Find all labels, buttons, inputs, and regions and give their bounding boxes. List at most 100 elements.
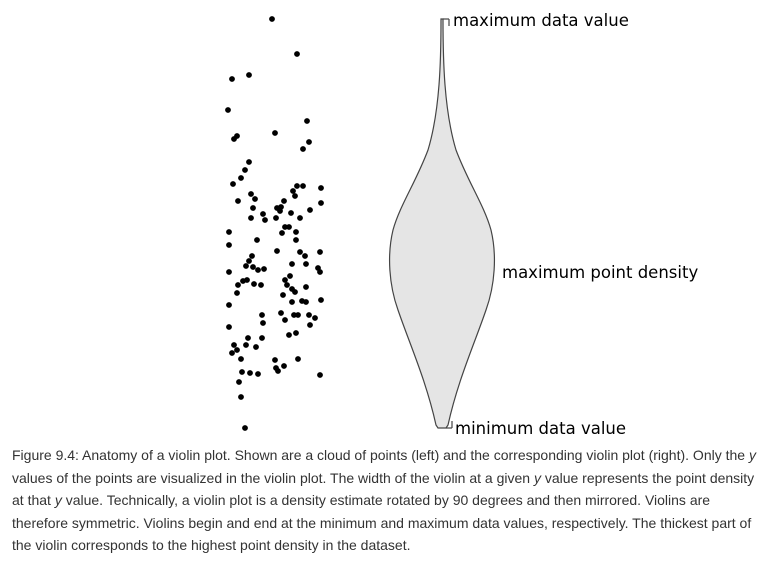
data-point-45 — [249, 253, 255, 259]
data-point-92 — [286, 332, 292, 338]
data-point-6 — [304, 118, 310, 124]
data-point-20 — [248, 191, 254, 197]
caption-y-1: y — [748, 447, 756, 463]
data-point-12 — [246, 159, 252, 165]
data-point-94 — [229, 350, 235, 356]
data-point-31 — [288, 210, 294, 216]
data-point-95 — [234, 347, 240, 353]
data-point-9 — [272, 130, 278, 136]
data-point-97 — [238, 356, 244, 362]
data-point-75 — [318, 297, 324, 303]
data-point-87 — [293, 330, 299, 336]
caption-y-3: y — [54, 492, 62, 509]
data-point-53 — [255, 267, 261, 273]
data-point-26 — [318, 200, 324, 206]
data-point-3 — [229, 76, 235, 82]
data-point-8 — [234, 133, 240, 139]
data-point-79 — [291, 312, 297, 318]
data-point-46 — [274, 248, 280, 254]
data-point-83 — [260, 320, 266, 326]
data-point-93 — [231, 342, 237, 348]
data-point-85 — [282, 317, 288, 323]
data-point-101 — [247, 370, 253, 376]
data-point-90 — [243, 342, 249, 348]
data-point-24 — [281, 198, 287, 204]
data-point-2 — [294, 51, 300, 57]
caption-text-1: Figure 9.4: Anatomy of a violin plot. Sh… — [12, 447, 749, 463]
data-point-48 — [302, 253, 308, 259]
data-point-98 — [272, 357, 278, 363]
data-point-82 — [259, 312, 265, 318]
data-point-70 — [280, 292, 286, 298]
data-point-39 — [226, 229, 232, 235]
data-point-41 — [293, 229, 299, 235]
data-point-105 — [275, 368, 281, 374]
data-point-5 — [225, 107, 231, 113]
data-point-22 — [235, 198, 241, 204]
data-point-36 — [297, 215, 303, 221]
data-point-10 — [306, 139, 312, 145]
data-point-18 — [290, 188, 296, 194]
data-point-77 — [289, 299, 295, 305]
data-point-66 — [287, 273, 293, 279]
data-point-34 — [262, 217, 268, 223]
data-point-47 — [297, 249, 303, 255]
data-point-74 — [303, 299, 309, 305]
data-point-86 — [312, 315, 318, 321]
data-point-102 — [255, 371, 261, 377]
caption-text-2: values of the points are visualized in t… — [12, 469, 534, 486]
data-point-91 — [259, 335, 265, 341]
caption-text-3: value represents the point density at th… — [12, 469, 755, 509]
data-point-57 — [226, 269, 232, 275]
max-point-density-label: maximum point density — [502, 263, 698, 282]
figure-caption: Figure 9.4: Anatomy of a violin plot. Sh… — [12, 444, 764, 557]
data-point-104 — [281, 363, 287, 369]
data-point-38 — [286, 224, 292, 230]
max-data-value-label: maximum data value — [453, 11, 629, 30]
data-point-88 — [307, 322, 313, 328]
data-point-78 — [278, 310, 284, 316]
data-point-62 — [235, 282, 241, 288]
data-point-99 — [295, 356, 301, 362]
data-point-61 — [240, 278, 246, 284]
data-point-56 — [303, 261, 309, 267]
data-point-80 — [295, 312, 301, 318]
data-point-37 — [282, 224, 288, 230]
data-point-42 — [226, 242, 232, 248]
data-point-100 — [239, 369, 245, 375]
data-point-109 — [242, 425, 248, 431]
data-point-43 — [254, 237, 260, 243]
data-point-13 — [242, 167, 248, 173]
data-point-76 — [226, 302, 232, 308]
data-point-19 — [318, 185, 324, 191]
data-point-1 — [269, 16, 275, 22]
data-point-44 — [293, 237, 299, 243]
data-point-68 — [303, 284, 309, 290]
data-point-108 — [238, 394, 244, 400]
data-point-64 — [258, 282, 264, 288]
caption-text-4: value. Technically, a violin plot is a d… — [12, 492, 752, 554]
data-point-23 — [292, 193, 298, 199]
data-point-49 — [317, 249, 323, 255]
data-point-106 — [317, 372, 323, 378]
data-point-54 — [261, 266, 267, 272]
data-point-33 — [248, 215, 254, 221]
violin-anatomy-figure: maximum data value maximum point density… — [225, 11, 698, 438]
data-point-30 — [277, 208, 283, 214]
data-point-63 — [251, 281, 257, 287]
data-point-15 — [230, 181, 236, 187]
data-point-16 — [294, 183, 300, 189]
data-point-40 — [279, 230, 285, 236]
data-point-14 — [238, 175, 244, 181]
data-point-51 — [243, 263, 249, 269]
min-data-value-label: minimum data value — [455, 419, 626, 438]
data-point-35 — [273, 215, 279, 221]
data-point-81 — [306, 312, 312, 318]
data-point-65 — [282, 277, 288, 283]
data-point-96 — [253, 344, 259, 350]
data-point-11 — [300, 146, 306, 152]
data-point-84 — [226, 324, 232, 330]
data-point-28 — [260, 211, 266, 217]
caption-y-2: y — [533, 469, 541, 486]
data-point-32 — [307, 207, 313, 213]
